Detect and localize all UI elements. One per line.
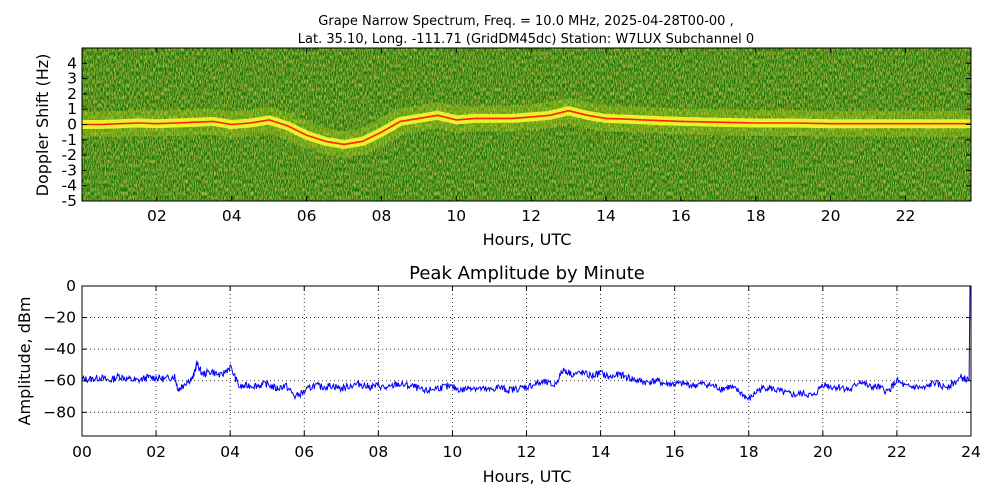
amplitude-ylabel: Amplitude, dBm (15, 297, 34, 426)
amplitude-title: Peak Amplitude by Minute (409, 263, 645, 284)
spectrogram-x-tick-label: 20 (821, 207, 841, 225)
spectrogram-y-tick-label: -3 (62, 161, 77, 179)
amplitude-y-tick-label: −40 (43, 340, 76, 358)
amplitude-y-tick-label: −80 (43, 403, 76, 421)
spectrogram-x-tick-label: 16 (671, 207, 691, 225)
spectrogram-y-tick-label: 1 (67, 100, 77, 118)
amplitude-ticks: 00 02 04 06 08 10 12 14 16 18 20 22 24 0 −20 −40 −60 −80 (43, 277, 981, 461)
spectrogram-x-tick-label: 04 (222, 207, 242, 225)
spectrogram-marks (82, 97, 971, 158)
spectrogram-y-tick-label: 0 (67, 116, 77, 134)
spectrogram-xlabel: Hours, UTC (483, 230, 572, 249)
amplitude-x-tick-label: 18 (739, 443, 759, 461)
amplitude-xlabel: Hours, UTC (483, 467, 572, 486)
amplitude-x-tick-label: 04 (220, 443, 240, 461)
amplitude-grid (82, 286, 971, 436)
spectrogram-x-tick-label: 12 (521, 207, 541, 225)
amplitude-x-tick-label: 12 (517, 443, 537, 461)
spectrogram-y-tick-label: 4 (67, 54, 77, 72)
amplitude-x-tick-label: 22 (887, 443, 907, 461)
spectrogram-y-tick-label: -2 (62, 146, 77, 164)
spectrogram-y-tick-label: -1 (62, 131, 77, 149)
amplitude-x-tick-label: 08 (368, 443, 388, 461)
amplitude-x-tick-label: 14 (591, 443, 611, 461)
amplitude-y-tick-label: −60 (43, 372, 76, 390)
spectrogram-x-tick-label: 08 (372, 207, 392, 225)
spectrogram-y-tick-label: 3 (67, 70, 77, 88)
amplitude-x-tick-label: 00 (72, 443, 92, 461)
amplitude-x-tick-label: 16 (665, 443, 685, 461)
amplitude-x-tick-label: 02 (146, 443, 166, 461)
spectrogram-x-tick-label: 02 (147, 207, 167, 225)
amplitude-series-line (81, 285, 971, 436)
spectrogram-x-tick-label: 10 (446, 207, 466, 225)
amplitude-x-tick-label: 10 (443, 443, 463, 461)
figure-title-line1: Grape Narrow Spectrum, Freq. = 10.0 MHz,… (318, 14, 733, 29)
spectrogram-x-tick-label: 18 (746, 207, 766, 225)
spectrogram-x-tick-label: 14 (596, 207, 616, 225)
spectrogram-x-tick-label: 06 (297, 207, 317, 225)
amplitude-y-tick-label: 0 (66, 277, 76, 295)
spectrogram-y-tick-label: -4 (62, 177, 77, 195)
amplitude-panel: Peak Amplitude by Minute 00 02 04 06 08 10 12 1… (15, 263, 981, 486)
spectrogram-y-tick-label: -5 (62, 192, 77, 210)
spectrogram-y-tick-label: 2 (67, 85, 77, 103)
amplitude-x-tick-label: 06 (294, 443, 314, 461)
spectrogram-ylabel: Doppler Shift (Hz) (33, 54, 52, 197)
amplitude-plot-background (82, 286, 971, 436)
doppler-trace (82, 109, 971, 146)
amplitude-y-tick-label: −20 (43, 309, 76, 327)
spectrogram-x-tick-label: 22 (896, 207, 916, 225)
figure-title-line2: Lat. 35.10, Long. -111.71 (GridDM45dc) S… (298, 32, 754, 47)
amplitude-x-tick-label: 20 (813, 443, 833, 461)
amplitude-x-tick-label: 24 (961, 443, 981, 461)
